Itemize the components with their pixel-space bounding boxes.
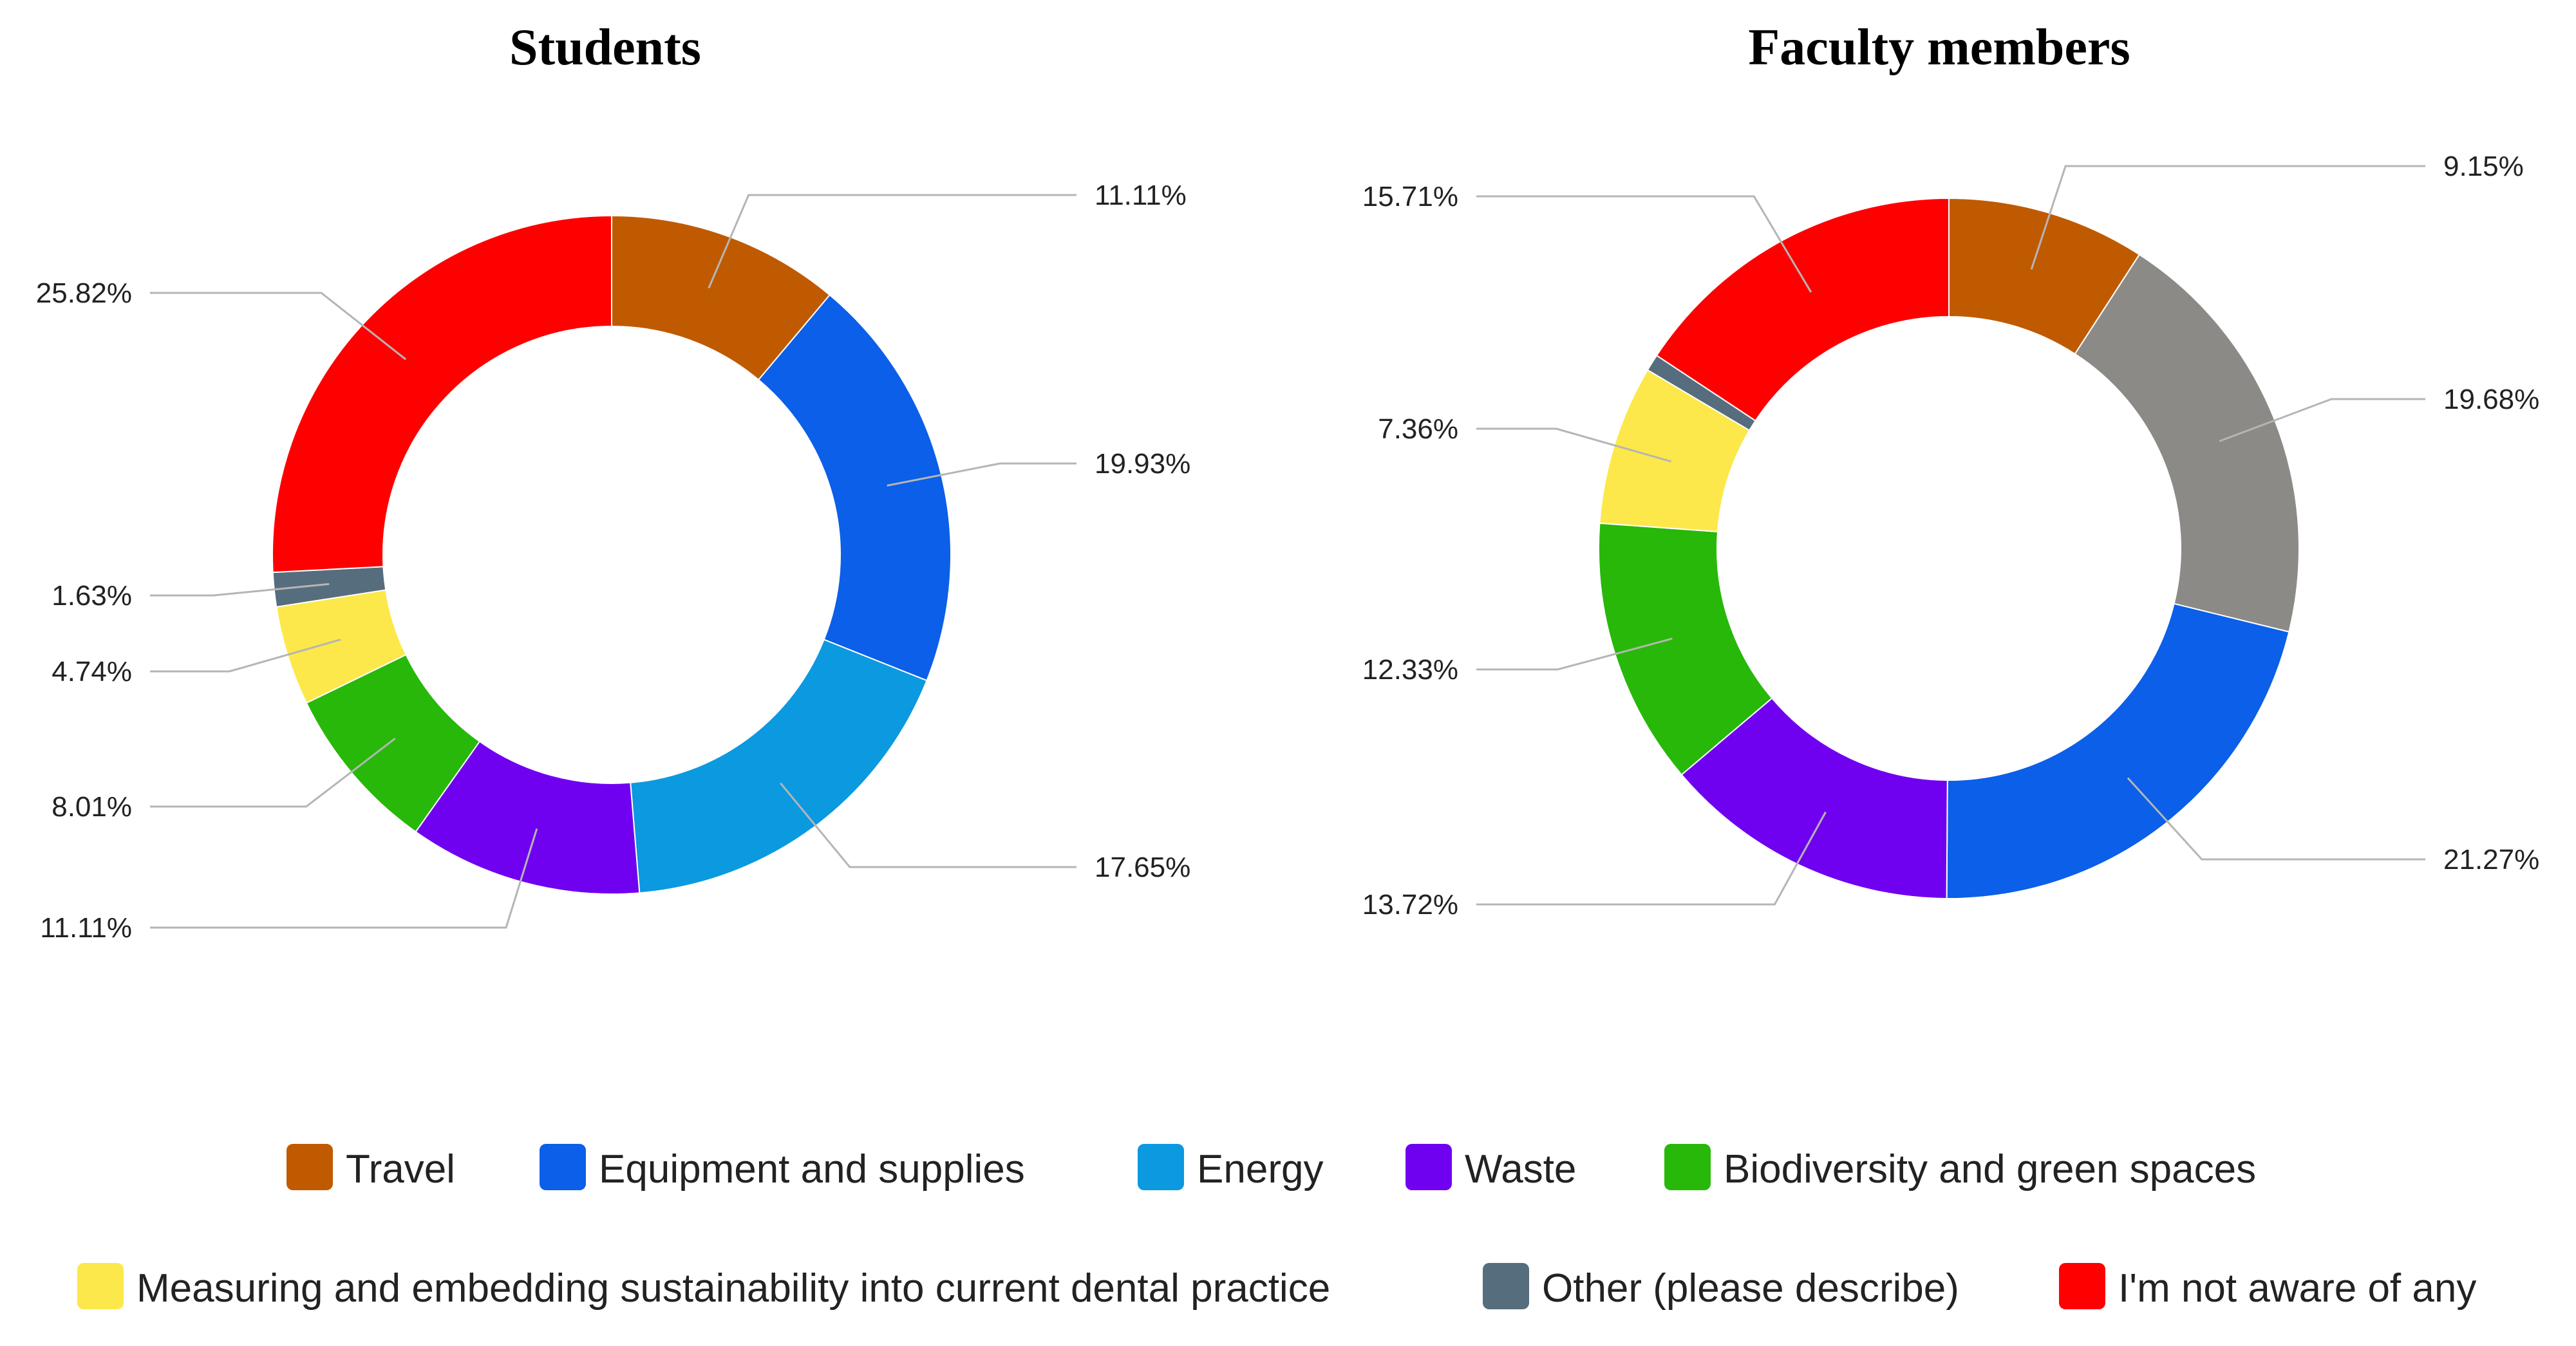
legend-label-equipment-and-supplies: Equipment and supplies	[599, 1147, 1025, 1192]
legend-label-energy: Energy	[1197, 1147, 1323, 1192]
faculty-value-label: 13.72%	[1362, 889, 1458, 921]
faculty-slice-unlabeled-gray	[2074, 254, 2300, 633]
faculty-leader-line	[2127, 777, 2425, 861]
students-value-label: 11.11%	[40, 912, 132, 944]
students-value-label: 8.01%	[52, 791, 132, 823]
students-value-label: 11.11%	[1095, 180, 1187, 211]
students-leader-line	[887, 462, 1076, 487]
legend-swatch-measuring-and-embedding-sustainability-into-current-dental-practice	[77, 1263, 124, 1309]
legend-label-travel: Travel	[346, 1147, 455, 1192]
faculty-leader-line	[2219, 398, 2425, 442]
faculty-value-label: 21.27%	[2443, 844, 2539, 875]
students-leader-line	[150, 738, 396, 808]
faculty-chart-title: Faculty members	[1748, 19, 2130, 76]
students-value-label: 4.74%	[52, 656, 132, 687]
legend-label-biodiversity-and-green-spaces: Biodiversity and green spaces	[1724, 1147, 2256, 1192]
students-slice-equipment-and-supplies	[757, 294, 952, 682]
legend-swatch-other-please-describe	[1483, 1263, 1529, 1309]
students-leader-line	[708, 194, 1076, 289]
legend-label-measuring-and-embedding-sustainability-into-current-dental-practice: Measuring and embedding sustainability i…	[136, 1266, 1330, 1311]
faculty-leader-line	[1476, 637, 1673, 671]
students-value-label: 19.93%	[1095, 448, 1190, 480]
students-chart-title: Students	[509, 19, 701, 76]
students-value-label: 25.82%	[36, 277, 132, 309]
faculty-leader-line	[1476, 427, 1672, 463]
legend-swatch-travel	[287, 1144, 333, 1190]
students-leader-line	[150, 828, 538, 929]
legend-swatch-waste	[1406, 1144, 1452, 1190]
students-leader-line	[780, 782, 1076, 868]
faculty-value-label: 19.68%	[2443, 384, 2539, 415]
faculty-value-label: 15.71%	[1362, 181, 1458, 212]
legend-swatch-equipment-and-supplies	[540, 1144, 586, 1190]
students-leader-line	[150, 583, 330, 597]
legend-label-waste: Waste	[1465, 1147, 1576, 1192]
students-leader-line	[150, 639, 341, 673]
students-donut: 11.11% 19.93% 17.65% 11.11% 8.01% 4.74% 1.63% 2…	[36, 180, 1190, 944]
legend-swatch-energy	[1138, 1144, 1184, 1190]
faculty-leader-line	[2030, 165, 2425, 270]
students-value-label: 17.65%	[1095, 852, 1190, 883]
faculty-value-label: 9.15%	[2443, 151, 2524, 182]
faculty-donut: 9.15% 19.68% 21.27% 13.72% 12.33% 7.36% 15.71%	[1362, 151, 2539, 921]
faculty-slice-equipment-and-supplies	[1946, 603, 2290, 899]
students-slice-i-m-not-aware-of-any	[272, 214, 612, 574]
students-leader-line	[150, 292, 407, 360]
faculty-leader-line	[1476, 195, 1812, 293]
faculty-slice-i-m-not-aware-of-any	[1655, 197, 1950, 422]
faculty-value-label: 12.33%	[1362, 654, 1458, 686]
legend-swatch-i-m-not-aware-of-any	[2059, 1263, 2105, 1309]
students-slice-energy	[630, 639, 928, 894]
faculty-slice-waste	[1680, 697, 1948, 899]
legend-label-i-m-not-aware-of-any: I'm not aware of any	[2118, 1266, 2476, 1311]
legend-label-other-please-describe: Other (please describe)	[1542, 1266, 1959, 1311]
legend: Travel Equipment and supplies Energy Waste B…	[77, 1144, 2476, 1311]
faculty-leader-line	[1476, 811, 1827, 906]
faculty-value-label: 7.36%	[1378, 413, 1458, 445]
legend-swatch-biodiversity-and-green-spaces	[1664, 1144, 1711, 1190]
students-value-label: 1.63%	[52, 580, 132, 612]
